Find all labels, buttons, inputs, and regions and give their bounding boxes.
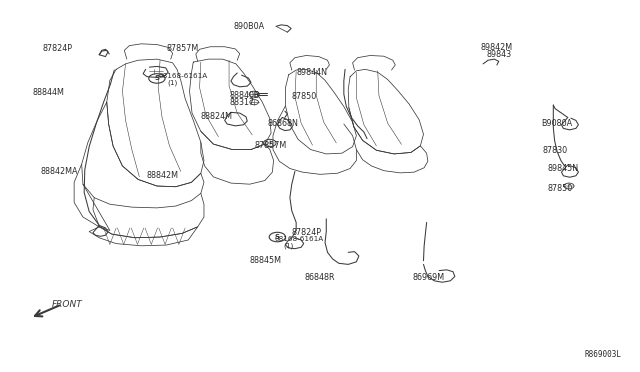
Text: (1): (1) (284, 243, 294, 249)
Text: 08168-6161A: 08168-6161A (275, 236, 324, 242)
Text: 88842M: 88842M (147, 171, 179, 180)
Text: 88840B: 88840B (230, 91, 260, 100)
Text: 89842M: 89842M (481, 43, 513, 52)
Text: 88317: 88317 (230, 98, 255, 108)
Text: 87830: 87830 (543, 146, 568, 155)
Text: 88845M: 88845M (250, 256, 282, 265)
Text: 87824P: 87824P (291, 228, 321, 237)
Text: 86969M: 86969M (413, 273, 445, 282)
Text: 87850: 87850 (291, 92, 316, 101)
Text: FRONT: FRONT (52, 300, 83, 309)
Text: 89845N: 89845N (547, 164, 578, 173)
Text: 88844M: 88844M (33, 88, 65, 97)
Text: B9080A: B9080A (541, 119, 572, 128)
Text: 86868N: 86868N (268, 119, 298, 128)
Text: 86848R: 86848R (305, 273, 335, 282)
Text: 88824M: 88824M (201, 112, 233, 121)
Text: 08168-6161A: 08168-6161A (158, 73, 207, 79)
Text: 87857M: 87857M (166, 44, 198, 53)
Text: R869003L: R869003L (584, 350, 621, 359)
Text: S: S (154, 76, 159, 81)
Text: 87857M: 87857M (254, 141, 286, 150)
Text: 88842MA: 88842MA (40, 167, 78, 176)
Text: 87824P: 87824P (43, 44, 73, 53)
Text: S: S (275, 234, 280, 240)
Text: 890B0A: 890B0A (234, 22, 264, 31)
Text: 87850: 87850 (547, 184, 572, 193)
Text: (1): (1) (167, 79, 177, 86)
Text: 89844N: 89844N (296, 68, 327, 77)
Text: 89843: 89843 (487, 50, 512, 59)
